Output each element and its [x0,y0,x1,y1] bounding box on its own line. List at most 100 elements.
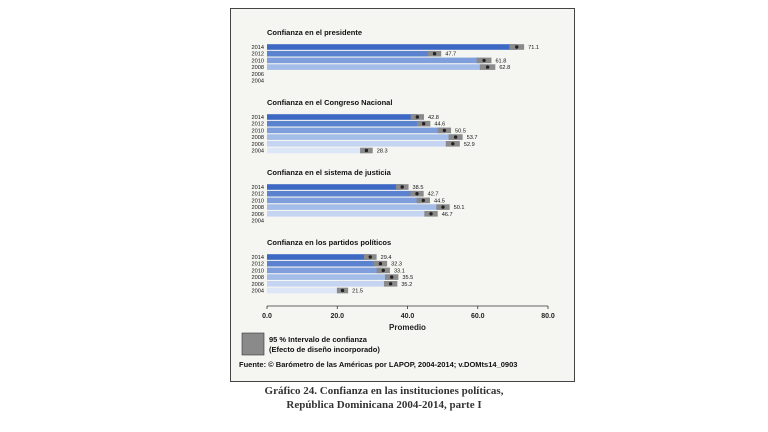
value-label: 35.2 [401,282,412,288]
bar [267,190,417,197]
source-note: Fuente: © Barómetro de las Américas por … [239,360,517,369]
value-label: 35.5 [402,275,413,281]
bar [267,127,445,134]
x-tick-label: 40.0 [401,313,415,320]
year-label: 2004 [252,219,264,225]
panel-title: Confianza en los partidos políticos [267,238,391,247]
value-label: 61.8 [495,58,506,64]
mean-point [441,205,445,209]
mean-point [340,288,345,293]
x-axis-title: Promedio [389,323,426,332]
mean-point [400,185,404,189]
value-label: 46.7 [442,212,453,218]
mean-point [381,268,385,273]
mean-point [389,275,394,279]
mean-point [485,65,490,69]
panel-title: Confianza en el Congreso Nacional [267,98,392,107]
mean-point [368,255,372,259]
figure-caption: Gráfico 24. Confianza en las institucion… [0,384,768,412]
bar [267,141,453,147]
chart-plot: Confianza en el presidente 2014 71.1 2012 47… [239,28,555,369]
mean-point [432,52,437,56]
bar [267,134,456,140]
value-label: 50.5 [455,128,466,134]
value-label: 52.9 [464,142,475,148]
year-label: 2010 [252,58,264,64]
value-label: 28.3 [377,149,388,155]
mean-point [415,192,419,196]
panel-title: Confianza en el sistema de justicia [267,168,392,177]
x-tick-label: 80.0 [541,313,555,320]
mean-point [442,128,447,133]
bar [267,184,403,190]
x-tick-label: 0.0 [262,313,272,320]
year-label: 2014 [252,45,264,51]
bar [267,57,485,64]
value-label: 62.8 [499,65,510,71]
value-label: 29.4 [381,255,392,261]
caption-line-2: República Dominicana 2004-2014, parte I [286,399,482,411]
mean-point [482,58,486,63]
year-label: 2010 [252,198,264,204]
legend-swatch [241,332,265,356]
year-label: 2010 [252,128,264,134]
year-label: 2014 [252,255,264,261]
year-label: 2012 [252,122,264,128]
year-label: 2008 [252,275,264,281]
legend-label: (Efecto de diseño incorporado) [269,345,380,354]
bar [267,64,488,70]
value-label: 32.3 [391,262,402,268]
year-label: 2012 [252,262,264,268]
year-label: 2008 [252,65,264,71]
mean-point [429,212,433,216]
year-label: 2014 [252,185,264,191]
mean-point [421,122,426,126]
bar [267,197,424,204]
panel-title: Confianza en el presidente [267,28,362,37]
bar [267,114,418,120]
year-label: 2014 [252,115,264,121]
bar [267,204,443,210]
mean-point [364,148,369,153]
year-label: 2008 [252,135,264,141]
value-label: 21.5 [352,289,363,295]
value-label: 44.6 [434,122,445,128]
year-label: 2012 [252,192,264,198]
year-label: 2006 [252,282,264,288]
value-label: 33.1 [394,268,405,274]
year-label: 2004 [252,149,264,155]
bar [267,50,435,57]
bar [267,274,392,280]
value-label: 47.7 [445,52,456,58]
year-label: 2006 [252,72,264,78]
year-label: 2004 [252,79,264,85]
legend-label: 95 % Intervalo de confianza [269,335,368,344]
mean-point [415,115,420,119]
bar [267,260,381,267]
mean-point [388,282,393,286]
value-label: 71.1 [528,45,539,51]
value-label: 42.8 [428,115,439,121]
bar [267,281,391,287]
chart-frame: Confianza en el presidente 2014 71.1 2012 47… [230,8,575,382]
year-label: 2006 [252,212,264,218]
value-label: 42.7 [428,192,439,198]
mean-point [451,142,455,146]
year-label: 2004 [252,289,264,295]
bar [267,267,384,274]
bar [267,44,517,50]
bar [267,254,371,260]
bar [267,147,367,154]
year-label: 2012 [252,52,264,58]
value-label: 44.5 [434,198,445,204]
mean-point [515,45,519,49]
bar [267,287,343,294]
value-label: 38.5 [413,185,424,191]
year-label: 2008 [252,205,264,211]
year-label: 2010 [252,268,264,274]
bar [267,211,432,217]
bar [267,120,424,127]
year-label: 2006 [252,142,264,148]
value-label: 50.1 [454,205,465,211]
x-tick-label: 60.0 [471,313,485,320]
